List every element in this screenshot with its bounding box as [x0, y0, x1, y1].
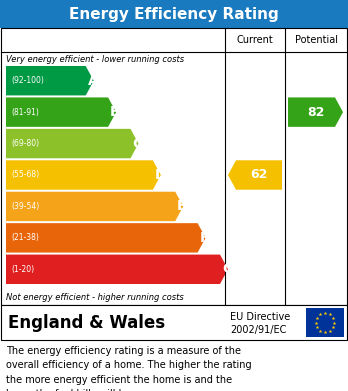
Text: C: C	[133, 136, 143, 151]
Text: (69-80): (69-80)	[11, 139, 39, 148]
Polygon shape	[6, 129, 139, 158]
Text: Very energy efficient - lower running costs: Very energy efficient - lower running co…	[6, 56, 184, 65]
Bar	[0, 0, 348, 28]
Polygon shape	[6, 192, 183, 221]
Text: (1-20): (1-20)	[11, 265, 34, 274]
Text: Potential: Potential	[294, 35, 338, 45]
Text: B: B	[110, 105, 121, 119]
Bar	[1, 28, 347, 305]
Text: D: D	[155, 168, 166, 182]
Text: (81-91): (81-91)	[11, 108, 39, 117]
Polygon shape	[6, 66, 94, 95]
Polygon shape	[6, 160, 161, 190]
Text: E: E	[177, 199, 187, 213]
Polygon shape	[6, 223, 206, 253]
Text: 2002/91/EC: 2002/91/EC	[230, 325, 286, 334]
Text: The energy efficiency rating is a measure of the
overall efficiency of a home. T: The energy efficiency rating is a measur…	[6, 346, 252, 391]
Text: 62: 62	[250, 169, 268, 181]
Polygon shape	[288, 97, 343, 127]
Text: (39-54): (39-54)	[11, 202, 39, 211]
Polygon shape	[228, 160, 282, 190]
Text: F: F	[200, 231, 209, 245]
Bar	[306, 308, 344, 337]
Text: G: G	[222, 262, 234, 276]
Text: 82: 82	[307, 106, 324, 118]
Text: Not energy efficient - higher running costs: Not energy efficient - higher running co…	[6, 292, 184, 301]
Bar	[1, 305, 347, 340]
Text: (21-38): (21-38)	[11, 233, 39, 242]
Text: A: A	[88, 74, 98, 88]
Text: EU Directive: EU Directive	[230, 312, 290, 323]
Text: (92-100): (92-100)	[11, 76, 44, 85]
Polygon shape	[6, 255, 228, 284]
Text: Energy Efficiency Rating: Energy Efficiency Rating	[69, 7, 279, 22]
Text: England & Wales: England & Wales	[8, 314, 165, 332]
Text: Current: Current	[237, 35, 274, 45]
Polygon shape	[6, 97, 116, 127]
Text: (55-68): (55-68)	[11, 170, 39, 179]
